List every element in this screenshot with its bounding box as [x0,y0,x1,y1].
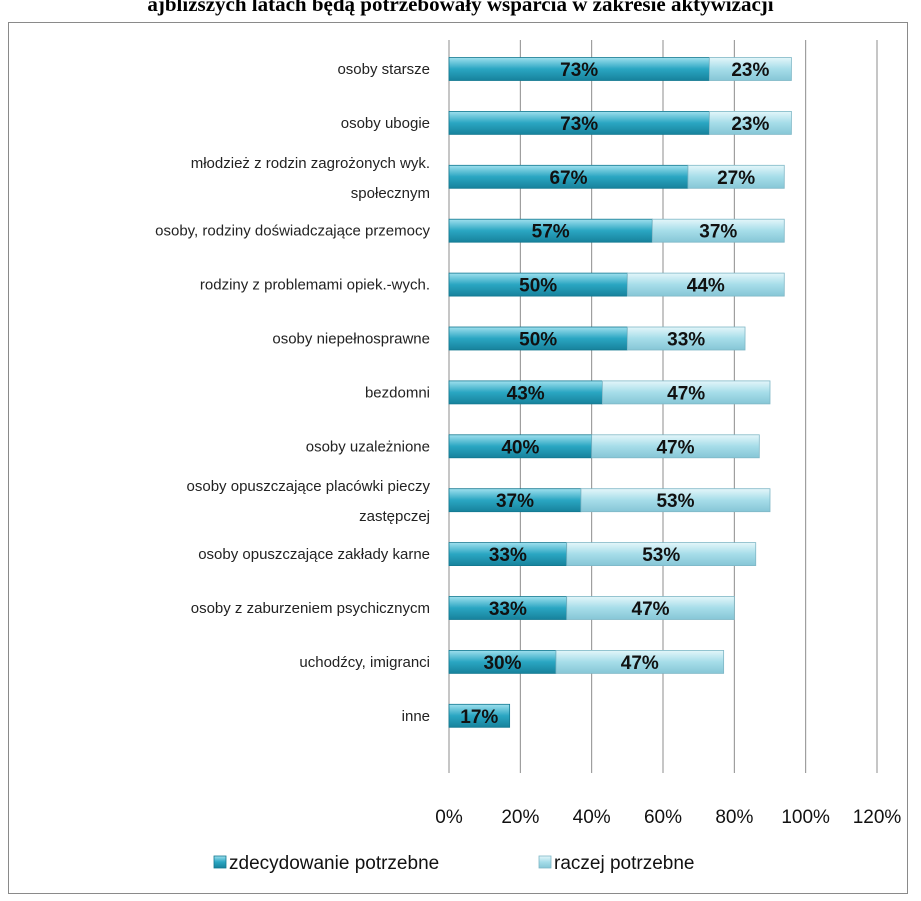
bar-raczej [687,164,785,189]
data-label: 50% [519,276,557,297]
bar-raczej [626,326,746,351]
data-label: 23% [731,114,769,135]
category-label: bezdomni [365,384,430,401]
category-label: osoby niepełnosprawne [272,331,430,348]
category-labels: osoby starsze osoby ubogie młodzież z rodz… [155,61,430,725]
category-label: osoby ubogie [341,115,430,132]
x-tick-label: 80% [715,807,753,828]
data-label: 43% [507,383,545,404]
bar-raczej [708,57,792,81]
x-tick-label: 120% [853,807,902,828]
data-label: 67% [549,168,587,189]
gridlines [448,40,878,773]
category-label: osoby uzależnione [306,438,430,455]
category-label: osoby opuszczające placówki pieczy zastęp… [187,478,431,525]
data-label: 47% [621,653,659,674]
data-label: 44% [687,276,725,297]
bar-zdecydowanie [448,703,511,728]
data-label: 73% [560,114,598,135]
data-label: 23% [731,60,769,81]
bar-raczej [601,380,771,405]
bar-raczej [580,488,771,513]
data-label: 53% [642,545,680,566]
data-label: 27% [717,168,755,189]
legend-swatch [538,855,552,869]
data-label: 47% [667,383,705,404]
category-label: osoby z zaburzeniem psychicznycm [191,600,430,617]
bar-raczej [651,218,785,243]
bar-raczej [566,542,757,566]
x-tick-label: 20% [501,807,539,828]
legend-label: raczej potrzebne [554,853,694,874]
data-label: 17% [460,707,498,728]
category-label: osoby starsze [337,61,430,78]
category-label: młodzież z rodzin zagrożonych wyk. społec… [191,155,430,202]
category-label: inne [402,708,430,725]
value-labels: 73% 23% 73% 23% 67% 27% 57% 37% 50% 44% 50% 33% 43% 4… [460,60,769,728]
legend: zdecydowanie potrzebne raczej potrzebne [213,853,694,874]
bar-raczej [555,650,725,674]
x-tick-label: 100% [781,807,830,828]
x-axis-ticks: 0% 20% 40% 60% 80% 100% 120% [435,807,901,828]
data-label: 73% [560,60,598,81]
legend-swatch [213,855,227,869]
legend-label: zdecydowanie potrzebne [229,853,439,874]
bar-raczej [591,434,760,459]
data-label: 30% [483,653,521,674]
data-label: 37% [496,491,534,512]
category-label: osoby opuszczające zakłady karne [198,546,430,563]
data-label: 33% [489,545,527,566]
category-label: osoby, rodziny doświadczające przemocy [155,223,430,240]
data-label: 57% [532,222,570,243]
category-label: rodziny z problemami opiek.-wych. [200,277,430,294]
bar-raczej [626,272,785,297]
category-label: uchodźcy, imigranci [299,654,430,671]
data-label: 37% [699,222,737,243]
x-tick-label: 60% [644,807,682,828]
data-label: 53% [656,491,694,512]
data-label: 50% [519,330,557,351]
data-label: 40% [501,437,539,458]
bar-raczej [708,111,792,135]
data-label: 33% [667,330,705,351]
data-label: 47% [656,437,694,458]
data-label: 47% [632,599,670,620]
x-tick-label: 0% [435,807,463,828]
chart-frame [8,22,908,894]
data-label: 33% [489,599,527,620]
x-tick-label: 40% [573,807,611,828]
chart-title: ajbliższych latach będą potrzebowały wsp… [147,0,774,16]
bar-raczej [566,596,735,620]
bars [448,57,792,728]
